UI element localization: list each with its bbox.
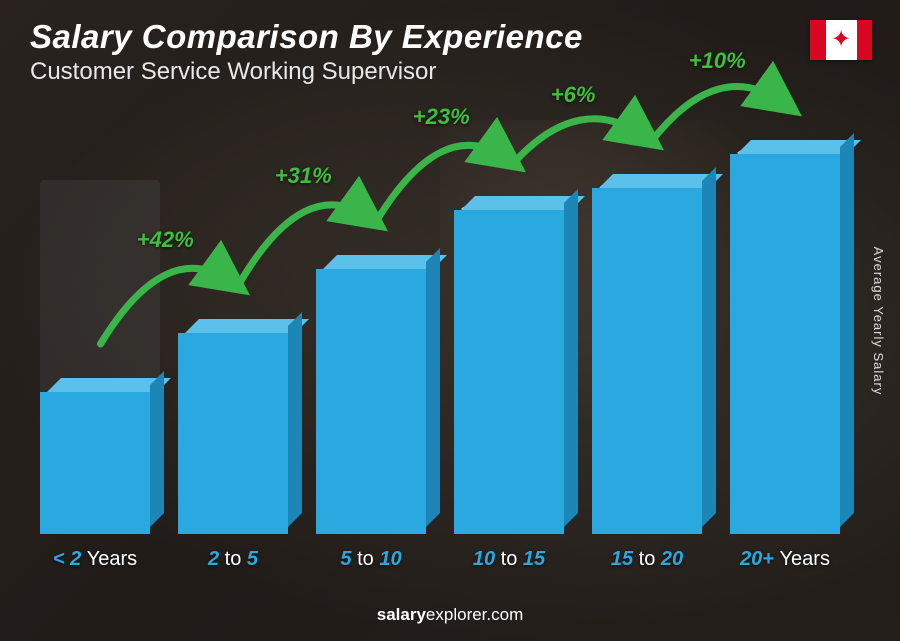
bar-group-3: 105,000 CAD10 to 15 (454, 210, 564, 571)
arc-label-3: +6% (551, 82, 596, 108)
arc-label-1: +31% (275, 163, 332, 189)
maple-leaf-icon: ✦ (831, 28, 851, 52)
bar-front (454, 210, 564, 534)
bar-3 (454, 210, 564, 534)
footer-brand-rest: explorer.com (426, 605, 523, 624)
category-label-5: 20+ Years (740, 548, 830, 571)
bar-front (592, 188, 702, 534)
flag-center: ✦ (826, 20, 857, 60)
bar-group-2: 85,700 CAD5 to 10 (316, 269, 426, 571)
bar-front (730, 154, 840, 534)
salary-bar-chart: 46,000 CAD< 2 Years 65,200 CAD2 to 5 85,70… (40, 110, 840, 571)
flag-band-right (857, 20, 873, 60)
flag-band-left (810, 20, 826, 60)
footer-brand-bold: salary (377, 605, 426, 624)
bar-side (150, 371, 164, 527)
bar-group-0: 46,000 CAD< 2 Years (40, 392, 150, 571)
bar-front (316, 269, 426, 534)
bar-front (178, 333, 288, 534)
bar-2 (316, 269, 426, 534)
bar-side (702, 167, 716, 527)
arc-label-0: +42% (137, 227, 194, 253)
bar-side (288, 312, 302, 527)
category-label-3: 10 to 15 (473, 548, 545, 571)
bar-side (564, 189, 578, 527)
bar-5 (730, 154, 840, 534)
category-label-0: < 2 Years (53, 548, 137, 571)
bar-0 (40, 392, 150, 534)
bar-front (40, 392, 150, 534)
bar-group-5: 123,000 CAD20+ Years (730, 154, 840, 571)
category-label-2: 5 to 10 (340, 548, 401, 571)
category-label-1: 2 to 5 (208, 548, 258, 571)
arc-label-2: +23% (413, 104, 470, 130)
arc-label-4: +10% (689, 48, 746, 74)
bar-side (426, 248, 440, 527)
bar-side (840, 133, 854, 527)
y-axis-label: Average Yearly Salary (871, 246, 886, 395)
footer: salaryexplorer.com (0, 605, 900, 625)
bar-group-1: 65,200 CAD2 to 5 (178, 333, 288, 571)
bar-group-4: 112,000 CAD15 to 20 (592, 188, 702, 571)
bar-1 (178, 333, 288, 534)
category-label-4: 15 to 20 (611, 548, 683, 571)
bar-4 (592, 188, 702, 534)
flag-canada: ✦ (810, 20, 872, 60)
